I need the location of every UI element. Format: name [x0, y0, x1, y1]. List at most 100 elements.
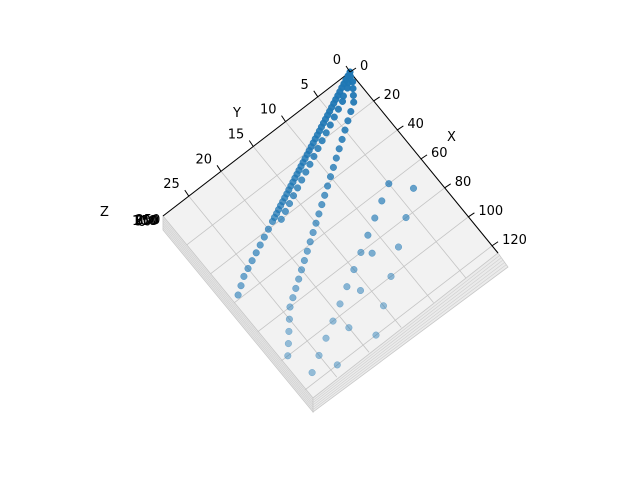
data-point — [343, 283, 351, 291]
data-point — [394, 243, 403, 251]
z-gridline — [312, 259, 504, 406]
data-point — [244, 264, 252, 273]
data-point — [292, 284, 300, 292]
data-point — [302, 168, 310, 176]
x-tick-label: 100 — [478, 204, 503, 219]
data-point — [368, 249, 376, 257]
x-gridline — [281, 216, 469, 362]
x-tick-label: 0 — [360, 59, 368, 74]
floor-pane — [162, 71, 499, 399]
y-tick-label: 10 — [260, 103, 277, 118]
data-point — [277, 215, 285, 223]
x-tick-mark — [349, 67, 357, 73]
x-tick-mark — [397, 125, 404, 131]
z-gridline — [162, 218, 314, 401]
data-point — [284, 352, 292, 360]
data-point — [379, 302, 388, 310]
y-tick-mark — [345, 65, 351, 73]
x-gridline — [210, 129, 398, 275]
z-tick-label: 50 — [135, 215, 152, 230]
y-tick-mark — [281, 115, 286, 122]
z-gridline — [312, 257, 502, 403]
data-point — [326, 173, 335, 181]
data-point — [335, 145, 343, 153]
data-point — [336, 300, 344, 308]
data-point — [318, 201, 326, 209]
z-gridline — [162, 227, 314, 410]
y-gridline — [220, 171, 370, 353]
y-tick-mark — [184, 189, 190, 197]
data-point — [349, 78, 357, 86]
x-gridline — [304, 245, 493, 391]
data-point — [347, 107, 355, 116]
data-point — [385, 180, 393, 188]
y-axis-line — [162, 71, 351, 217]
y-axis-title: Y — [232, 106, 241, 121]
data-point — [372, 331, 380, 339]
y-gridline — [317, 96, 467, 279]
axis-lines — [162, 71, 499, 254]
data-point — [310, 152, 318, 160]
data-point — [314, 144, 322, 153]
y-gridline — [252, 146, 402, 328]
z-gridline — [162, 222, 314, 406]
data-point — [349, 84, 357, 93]
data-point — [264, 225, 272, 233]
z-gridline — [312, 264, 507, 410]
x-tick-label: 20 — [384, 88, 401, 103]
data-point — [285, 315, 293, 323]
y-tick-mark — [216, 165, 222, 172]
data-point — [252, 249, 260, 257]
data-point — [402, 214, 410, 222]
data-point — [322, 334, 330, 342]
y-tick-label: 0 — [333, 53, 341, 68]
data-point — [333, 361, 341, 369]
y-tick-label: 5 — [300, 78, 308, 93]
data-point — [256, 241, 264, 249]
data-point — [338, 97, 347, 105]
x-tick-mark — [444, 183, 451, 189]
data-points — [234, 68, 418, 377]
data-point — [297, 266, 306, 274]
x-tick-mark — [468, 212, 475, 218]
y-tick-label: 25 — [163, 177, 180, 192]
data-point — [349, 91, 357, 99]
y-tick-label: 15 — [228, 127, 245, 142]
data-point — [332, 154, 340, 162]
data-point — [350, 98, 358, 106]
z-tick-label: 150 — [133, 214, 158, 229]
z-gridline — [312, 262, 505, 408]
data-point — [318, 137, 326, 145]
data-point — [315, 351, 323, 359]
data-point — [284, 340, 292, 348]
y-tick-mark — [313, 90, 319, 98]
data-point — [309, 228, 317, 237]
data-point — [303, 247, 311, 255]
x-tick-label: 60 — [431, 146, 448, 161]
y-tick-mark — [248, 140, 254, 147]
data-point — [329, 163, 337, 171]
data-point — [322, 129, 330, 137]
z-axis-title: Z — [100, 205, 109, 220]
data-point — [289, 294, 297, 302]
x-tick-mark — [420, 154, 428, 160]
z-gridline — [162, 220, 314, 403]
data-point — [409, 184, 418, 192]
data-point — [234, 291, 242, 299]
data-point — [341, 126, 349, 134]
data-point — [289, 192, 298, 200]
data-point — [295, 275, 303, 283]
z-tick-label: 0 — [138, 215, 146, 230]
data-point — [344, 117, 352, 125]
data-point — [330, 113, 338, 121]
x-tick-mark — [491, 241, 499, 247]
data-point — [357, 248, 365, 256]
axes-panes — [162, 71, 509, 414]
data-point — [364, 231, 372, 239]
x-axis-title: X — [447, 130, 456, 145]
x-tick-label: 120 — [502, 233, 527, 248]
x-tick-label: 80 — [455, 175, 472, 190]
z-tick-label: 250 — [136, 213, 161, 228]
data-point — [387, 272, 395, 280]
